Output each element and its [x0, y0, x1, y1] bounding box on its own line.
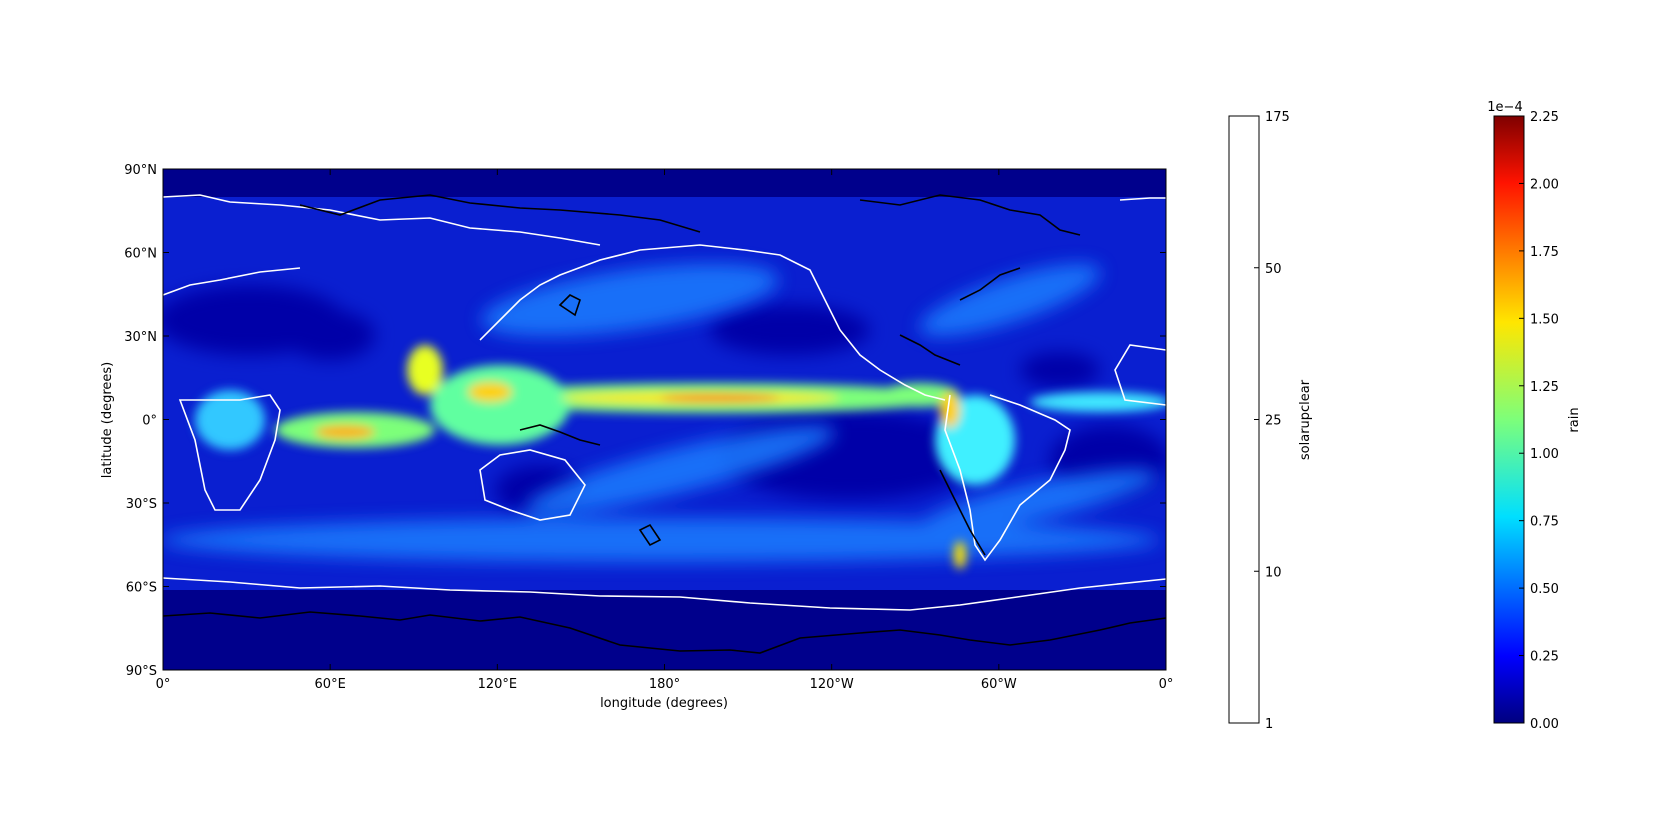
solarupclear-colorbar-ticks: 1 10 25 50 175: [1254, 110, 1290, 732]
central-africa-cyan: [195, 390, 265, 450]
south-atlantic-track: [922, 469, 1158, 531]
colorbar-tick-label: 50: [1265, 262, 1282, 277]
colorbar-tick-label: 2.25: [1530, 110, 1559, 125]
antarctic-dry-band: [163, 590, 1166, 670]
x-tick-label: 120°W: [810, 677, 854, 692]
solarupclear-colorbar-fill: [1228, 115, 1260, 724]
maritime-core: [468, 382, 512, 402]
y-axis-label: latitude (degrees): [100, 362, 115, 478]
central-america-green: [880, 383, 960, 407]
colorbar-tick-label: 1.25: [1530, 380, 1559, 395]
solarupclear-colorbar-label: solarupclear: [1298, 379, 1313, 460]
x-axis-label: longitude (degrees): [600, 696, 728, 711]
colorbar-tick-label: 0.25: [1530, 650, 1559, 665]
x-axis: 0° 60°E 120°E 180° 120°W 60°W 0°: [156, 169, 1174, 692]
y-tick-label: 60°S: [126, 581, 157, 596]
east-atlantic-contour: [1114, 344, 1166, 406]
atlantic-itcz-cyan: [1030, 392, 1166, 412]
arctic-contour: [163, 194, 601, 246]
y-tick-label: 90°N: [124, 163, 157, 178]
south-america-contour: [944, 394, 1071, 562]
colorbar-tick-label: 175: [1265, 110, 1290, 125]
solarupclear-contours: [163, 194, 1166, 611]
rain-field: [163, 169, 1166, 670]
rain-colorbar-offset: 1e−4: [1487, 100, 1522, 115]
colorbar-tick-label: 1.50: [1530, 312, 1559, 327]
y-tick-label: 0°: [142, 414, 157, 429]
bay-of-bengal-yellow: [407, 345, 443, 395]
gulf-coast-contour: [899, 334, 961, 366]
new-zealand-contour: [638, 523, 662, 547]
arabia-dry-zone: [285, 310, 375, 360]
x-tick-label: 60°E: [315, 677, 346, 692]
southern-ocean-storm-track: [163, 518, 1160, 562]
indian-ocean-core: [315, 425, 375, 439]
patagonia-core: [954, 541, 966, 569]
y-axis: 90°N 60°N 30°N 0° 30°S 60°S 90°S: [124, 163, 1166, 679]
north-atlantic-contour: [1119, 197, 1166, 201]
x-tick-label: 60°W: [981, 677, 1017, 692]
map-axes: 0° 60°E 120°E 180° 120°W 60°W 0° 90°N60°N30°N0…: [100, 163, 1173, 711]
rain-colorbar-label: rain: [1567, 407, 1582, 432]
wet-regions: [195, 345, 1166, 569]
america-west-contour: [744, 249, 946, 401]
colorbar-tick-label: 1: [1265, 717, 1273, 732]
colorbar-tick-label: 0.50: [1530, 582, 1559, 597]
colorbar-tick-label: 2.00: [1530, 177, 1559, 192]
east-america-coast-contour: [959, 267, 1021, 301]
storm-tracks: [163, 263, 1160, 562]
colorbar-tick-label: 10: [1265, 565, 1282, 580]
west-europe-contour: [163, 267, 301, 296]
solarupclear-colorbar: 1 10 25 50 175 solarupclear: [1228, 110, 1313, 732]
x-tick-label: 0°: [1159, 677, 1174, 692]
australia-contour: [479, 449, 586, 521]
itcz-core-orange: [660, 394, 780, 402]
antarctic-sea-ice-contour: [163, 577, 1166, 611]
x-tick-label: 180°: [649, 677, 680, 692]
y-tick-label: 30°S: [126, 497, 157, 512]
y-tick-label: 60°N: [124, 247, 157, 262]
north-atlantic-dry-zone: [1020, 352, 1100, 388]
colorbar-tick-label: 1.00: [1530, 447, 1559, 462]
y-tick-label: 90°S: [126, 664, 157, 679]
rain-colorbar-ticks: 0.00 0.25 0.50 0.75 1.00 1.25 1.50 1.75 2.00 2.25: [1519, 110, 1559, 732]
africa-contour: [178, 394, 281, 511]
x-tick-label: 0°: [156, 677, 171, 692]
north-atlantic-storm-track: [919, 263, 1101, 337]
indonesia-contour: [519, 424, 601, 446]
colorbar-tick-label: 25: [1265, 414, 1282, 429]
y-tick-label: 30°N: [124, 330, 157, 345]
colorbar-tick-label: 1.75: [1530, 245, 1559, 260]
north-asia-coast-contour: [299, 194, 701, 233]
ne-pacific-dry-zone: [710, 305, 870, 355]
land-sea-contours: [163, 194, 1166, 654]
colorbar-tick-label: 0.00: [1530, 717, 1559, 732]
colombia-core: [940, 392, 960, 428]
colorbar-tick-label: 0.75: [1530, 515, 1559, 530]
rain-colorbar: 0.00 0.25 0.50 0.75 1.00 1.25 1.50 1.75 2.00 2.25…: [1487, 100, 1582, 732]
chile-coast-contour: [939, 469, 986, 556]
maritime-continent-green: [430, 365, 570, 445]
x-tick-label: 120°E: [478, 677, 518, 692]
asia-coast-contour: [479, 244, 746, 341]
north-pacific-storm-track: [481, 263, 779, 337]
japan-contour: [558, 294, 581, 317]
rain-colorbar-fill: [1493, 115, 1525, 724]
spcz-band: [524, 425, 836, 515]
north-america-coast-contour: [859, 194, 1081, 236]
antarctic-coast-contour: [163, 611, 1166, 654]
